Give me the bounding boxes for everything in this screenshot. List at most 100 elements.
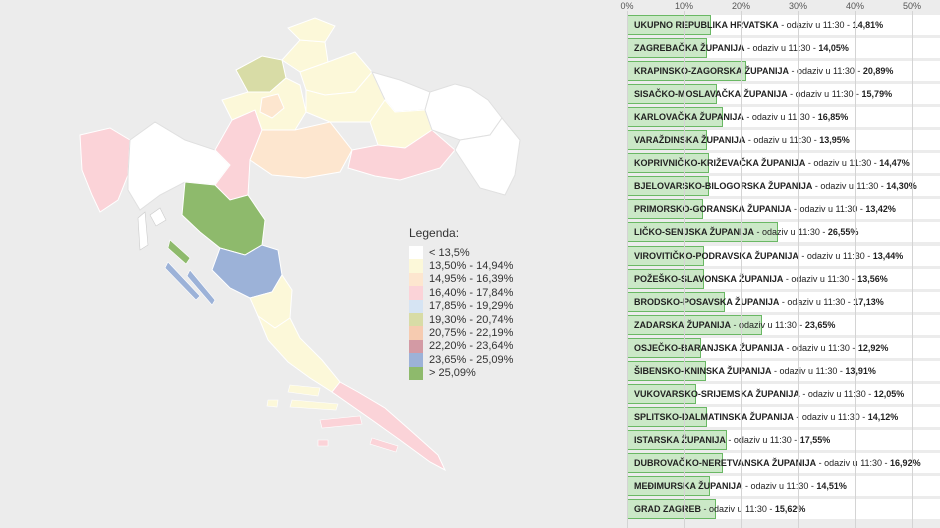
legend-item: 13,50% - 14,94% xyxy=(409,259,513,273)
bar-value-label: 23,65% xyxy=(804,319,836,330)
bar-label: DUBROVAČKO-NERETVANSKA ŽUPANIJA - odaziv… xyxy=(634,453,921,473)
bar-label: SISAČKO-MOSLAVAČKA ŽUPANIJA - odaziv u 1… xyxy=(634,84,892,104)
bar-row[interactable]: OSJEČKO-BARANJSKA ŽUPANIJA - odaziv u 11… xyxy=(627,337,940,358)
legend-title: Legenda: xyxy=(409,226,460,240)
map-region-istarska[interactable] xyxy=(79,127,131,213)
bar-label-middle: - odaziv u 11:30 - xyxy=(793,411,868,422)
map-region-splitsko-dalmatinska[interactable] xyxy=(256,314,341,393)
bar-label-middle: - odaziv u 11:30 - xyxy=(798,250,873,261)
gridline xyxy=(684,11,685,528)
gridline xyxy=(855,11,856,528)
map-region-grad-zagreb[interactable] xyxy=(259,93,285,119)
bar-row[interactable]: KARLOVAČKA ŽUPANIJA - odaziv u 11:30 - 1… xyxy=(627,107,940,128)
bar-label-middle: - odaziv u 11:30 - xyxy=(789,66,863,77)
map-island-brac xyxy=(287,384,321,397)
map-island-mljet xyxy=(369,437,399,453)
bar-row[interactable]: PRIMORSKO-GORANSKA ŽUPANIJA - odaziv u 1… xyxy=(627,199,940,220)
bar-value-label: 13,44% xyxy=(872,250,904,261)
map-region-dubrovacko-neretvanska[interactable] xyxy=(331,381,447,472)
legend-label: 16,40% - 17,84% xyxy=(429,286,514,299)
legend-swatch xyxy=(409,326,423,340)
bar-label-middle: - odaziv u 11:30 - xyxy=(779,296,854,307)
legend-swatch xyxy=(409,286,423,300)
bar-row[interactable]: ZAGREBAČKA ŽUPANIJA - odaziv u 11:30 - 1… xyxy=(627,38,940,59)
bar-category-label: GRAD ZAGREB xyxy=(634,504,701,515)
bar-label: SPLITSKO-DALMATINSKA ŽUPANIJA - odaziv u… xyxy=(634,407,898,427)
bar-label: ŠIBENSKO-KNINSKA ŽUPANIJA - odaziv u 11:… xyxy=(634,361,876,381)
map-region-brodsko-posavska[interactable] xyxy=(347,129,456,181)
map-region-sisacko-moslavacka[interactable] xyxy=(249,121,353,179)
legend-swatch xyxy=(409,299,423,313)
turnout-bar-chart: 0% 10% 20% 30% 40% 50% UKUPNO REPUBLIKA HRVAT… xyxy=(600,0,940,528)
bar-row[interactable]: SPLITSKO-DALMATINSKA ŽUPANIJA - odaziv u… xyxy=(627,406,940,427)
legend-label: 22,20% - 23,64% xyxy=(429,340,514,353)
map-island-korcula xyxy=(319,415,363,429)
map-region-medimurska[interactable] xyxy=(287,17,336,43)
bar-row[interactable]: GRAD ZAGREB - odaziv u 11:30 - 15,62% xyxy=(627,499,940,520)
legend-rows: < 13,5% 13,50% - 14,94% 14,95% - 16,39% 16,… xyxy=(409,246,513,380)
bar-category-label: BJELOVARSKO-BILOGORSKA ŽUPANIJA xyxy=(634,181,813,192)
bar-row[interactable]: MEĐIMURSKA ŽUPANIJA - odaziv u 11:30 - 1… xyxy=(627,476,940,496)
bar-row[interactable]: KOPRIVNIČKO-KRIŽEVAČKA ŽUPANIJA - odaziv… xyxy=(627,153,940,174)
map-island-vis xyxy=(266,399,279,408)
bar-row[interactable]: POŽEŠKO-SLAVONSKA ŽUPANIJA - odaziv u 11… xyxy=(627,268,940,289)
bar-row[interactable]: UKUPNO REPUBLIKA HRVATSKA - odaziv u 11:… xyxy=(627,15,940,35)
map-region-osjecko-baranjska[interactable] xyxy=(424,83,503,141)
bar-label-middle: - odaziv u 11:30 - xyxy=(784,342,858,353)
x-tick-label: 10% xyxy=(674,1,694,11)
bar-value-label: 14,81% xyxy=(852,20,884,30)
bar-label: LIČKO-SENJSKA ŽUPANIJA - odaziv u 11:30 … xyxy=(634,222,858,242)
map-island-hvar xyxy=(289,399,339,411)
bar-value-label: 15,62% xyxy=(774,504,806,515)
bar-value-label: 14,47% xyxy=(879,158,910,169)
bar-row[interactable]: VARAŽDINSKA ŽUPANIJA - odaziv u 11:30 - … xyxy=(627,130,940,151)
legend-swatch xyxy=(409,353,423,367)
bar-value-label: 13,95% xyxy=(819,135,850,146)
bar-value-label: 14,30% xyxy=(886,181,917,192)
map-island-krk xyxy=(149,207,167,227)
legend-item: < 13,5% xyxy=(409,246,513,260)
map-island-ugljan xyxy=(186,269,216,306)
legend-item: 17,85% - 19,29% xyxy=(409,299,513,313)
croatia-map xyxy=(79,17,521,472)
map-island-cres xyxy=(137,211,149,251)
bar-label: ZAGREBAČKA ŽUPANIJA - odaziv u 11:30 - 1… xyxy=(634,38,849,58)
bar-label-middle: - odaziv u 11:30 - xyxy=(731,319,805,330)
bar-label: VIROVITIČKO-PODRAVSKA ŽUPANIJA - odaziv … xyxy=(634,246,903,266)
bar-label-middle: - odaziv u 11:30 - xyxy=(744,43,819,54)
bar-category-label: KOPRIVNIČKO-KRIŽEVAČKA ŽUPANIJA xyxy=(634,158,806,169)
bar-row[interactable]: BRODSKO-POSAVSKA ŽUPANIJA - odaziv u 11:… xyxy=(627,291,940,312)
gridline xyxy=(627,11,628,528)
bar-row[interactable]: KRAPINSKO-ZAGORSKA ŽUPANIJA - odaziv u 1… xyxy=(627,61,940,82)
bar-label: VUKOVARSKO-SRIJEMSKA ŽUPANIJA - odaziv u… xyxy=(634,384,904,404)
bar-label-middle: - odaziv u 11:30 - xyxy=(805,158,880,169)
bar-label-middle: - odaziv u 11:30 - xyxy=(787,89,862,100)
bar-label: ZADARSKA ŽUPANIJA - odaziv u 11:30 - 23,… xyxy=(634,315,835,335)
bar-row[interactable]: BJELOVARSKO-BILOGORSKA ŽUPANIJA - odaziv… xyxy=(627,176,940,197)
bar-category-label: KRAPINSKO-ZAGORSKA ŽUPANIJA xyxy=(634,66,790,77)
map-region-licko-senjska[interactable] xyxy=(181,181,266,256)
bar-row[interactable]: VIROVITIČKO-PODRAVSKA ŽUPANIJA - odaziv … xyxy=(627,245,940,266)
bar-value-label: 14,51% xyxy=(816,481,847,491)
bar-row[interactable]: SISAČKO-MOSLAVAČKA ŽUPANIJA - odaziv u 1… xyxy=(627,84,940,105)
bar-row[interactable]: ZADARSKA ŽUPANIJA - odaziv u 11:30 - 23,… xyxy=(627,314,940,335)
legend-item: > 25,09% xyxy=(409,366,513,380)
legend-swatch xyxy=(409,339,423,354)
bar-value-label: 15,79% xyxy=(861,89,893,100)
bar-category-label: ŠIBENSKO-KNINSKA ŽUPANIJA xyxy=(634,365,772,376)
map-region-varazdinska[interactable] xyxy=(281,39,329,73)
bar-row[interactable]: ISTARSKA ŽUPANIJA - odaziv u 11:30 - 17,… xyxy=(627,429,940,450)
map-region-vukovarsko-srijemska[interactable] xyxy=(454,117,521,196)
bar-label-middle: - odaziv u 11:30 - xyxy=(799,388,874,399)
bar-row[interactable]: VUKOVARSKO-SRIJEMSKA ŽUPANIJA - odaziv u… xyxy=(627,383,940,404)
bar-label: BRODSKO-POSAVSKA ŽUPANIJA - odaziv u 11:… xyxy=(634,292,884,312)
bar-row[interactable]: DUBROVAČKO-NERETVANSKA ŽUPANIJA - odaziv… xyxy=(627,452,940,473)
bar-label: OSJEČKO-BARANJSKA ŽUPANIJA - odaziv u 11… xyxy=(634,338,888,358)
legend-label: 23,65% - 25,09% xyxy=(429,353,514,366)
bar-row[interactable]: LIČKO-SENJSKA ŽUPANIJA - odaziv u 11:30 … xyxy=(627,222,940,243)
bar-label: UKUPNO REPUBLIKA HRVATSKA - odaziv u 11:… xyxy=(634,15,883,35)
bar-label: MEĐIMURSKA ŽUPANIJA - odaziv u 11:30 - 1… xyxy=(634,476,847,496)
x-tick-label: 50% xyxy=(902,1,922,11)
bar-row[interactable]: ŠIBENSKO-KNINSKA ŽUPANIJA - odaziv u 11:… xyxy=(627,360,940,381)
legend-swatch xyxy=(409,246,423,260)
